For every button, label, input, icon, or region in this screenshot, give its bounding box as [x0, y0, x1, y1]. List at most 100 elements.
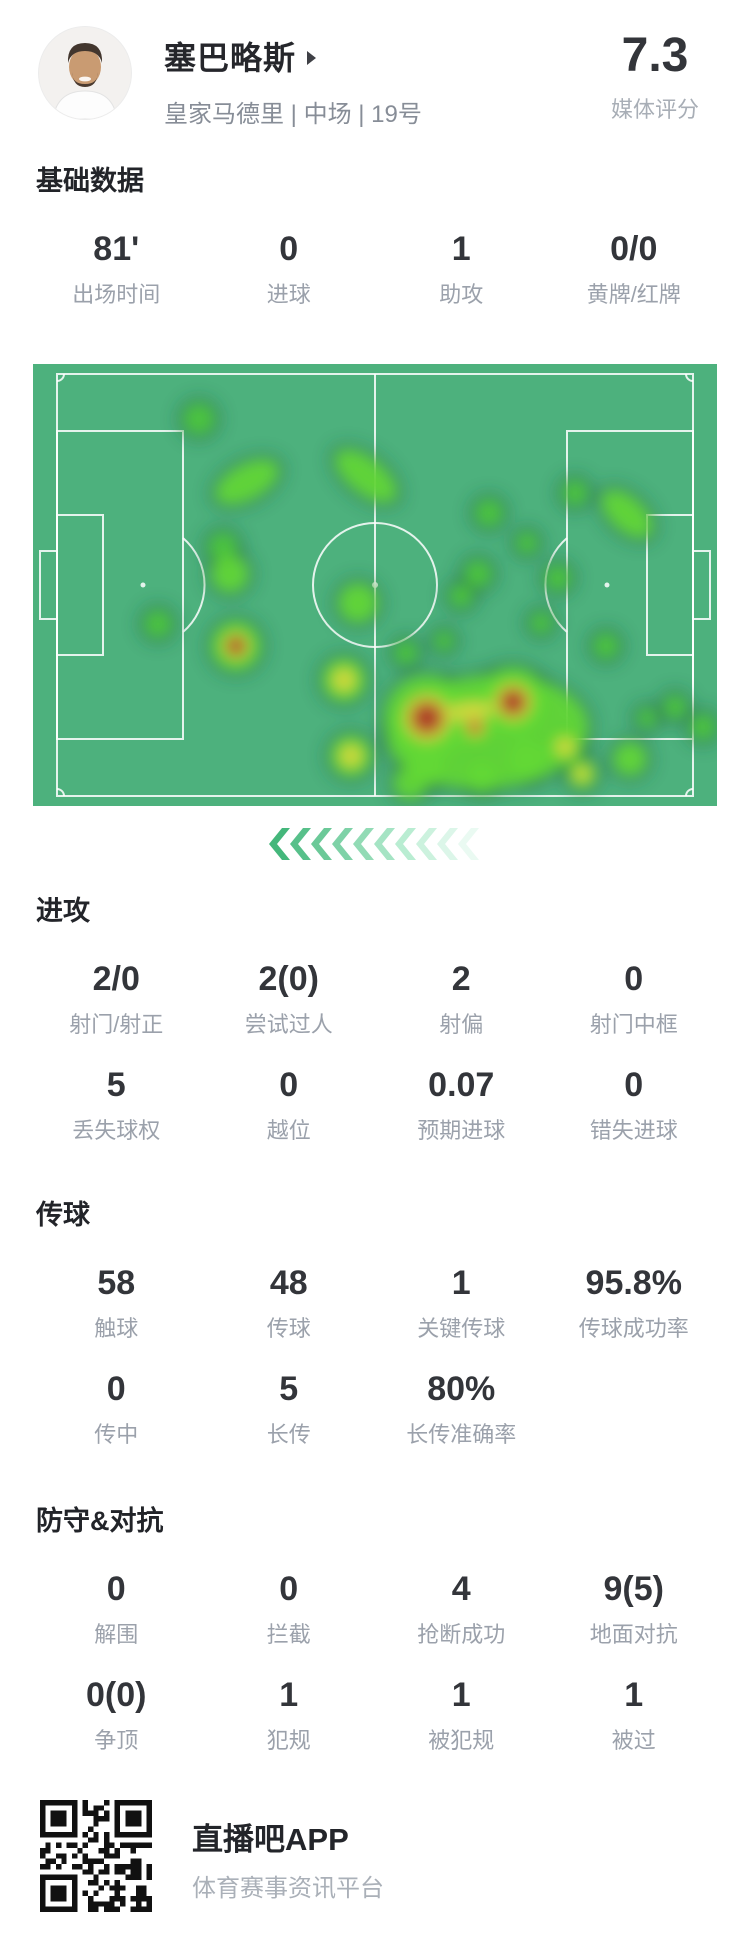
- section-title: 基础数据: [36, 166, 144, 196]
- stat-label: 长传准确率: [406, 1422, 517, 1447]
- stat-value: 0.07: [428, 1066, 495, 1104]
- app-name: 直播吧APP: [192, 1822, 349, 1857]
- stat-value: 58: [97, 1264, 136, 1302]
- stat-label: 助攻: [439, 282, 484, 307]
- stat-value: 0: [279, 1066, 299, 1104]
- stat-row: 2/0 射门/射正 2(0) 尝试过人 2 射偏 0 射门中框: [0, 960, 750, 1038]
- player-meta: 皇家马德里 | 中场 | 19号: [164, 101, 422, 128]
- stat-value: 0: [624, 960, 644, 998]
- stat-cell: 48 传球: [203, 1264, 376, 1342]
- media-rating: 7.3 媒体评分: [588, 30, 722, 124]
- stat-cell: 95.8% 传球成功率: [548, 1264, 721, 1342]
- stat-label: 地面对抗: [589, 1622, 678, 1647]
- section-title: 传球: [36, 1200, 90, 1230]
- stat-label: 被犯规: [428, 1728, 495, 1753]
- stat-value: 2(0): [258, 960, 319, 998]
- qr-code: [40, 1800, 152, 1912]
- stat-label: 错失进球: [589, 1118, 678, 1143]
- stat-cell: 80% 长传准确率: [375, 1370, 548, 1448]
- stat-label: 射门中框: [589, 1012, 678, 1037]
- stat-value: 1: [279, 1676, 299, 1714]
- section-title: 进攻: [36, 896, 90, 926]
- stat-row: 5 丢失球权 0 越位 0.07 预期进球 0 错失进球: [0, 1066, 750, 1144]
- stat-cell: 1 被过: [548, 1676, 721, 1754]
- stat-label: 尝试过人: [244, 1012, 333, 1037]
- stat-cell: 81' 出场时间: [30, 230, 203, 308]
- stat-value: 2/0: [92, 960, 140, 998]
- stat-cell: 2/0 射门/射正: [30, 960, 203, 1038]
- stat-cell: 4 抢断成功: [375, 1570, 548, 1648]
- stat-value: 9(5): [603, 1570, 664, 1608]
- stat-cell: 1 被犯规: [375, 1676, 548, 1754]
- stat-label: 传球成功率: [578, 1316, 689, 1341]
- player-header: 塞巴略斯 皇家马德里 | 中场 | 19号 7.3 媒体评分: [0, 0, 750, 150]
- player-detail-arrow-icon: [307, 51, 317, 65]
- stat-row: 0 解围 0 拦截 4 抢断成功 9(5) 地面对抗: [0, 1570, 750, 1648]
- stat-value: 5: [106, 1066, 126, 1104]
- stat-cell: 0 越位: [203, 1066, 376, 1144]
- stat-label: 预期进球: [417, 1118, 506, 1143]
- stat-cell: 0(0) 争顶: [30, 1676, 203, 1754]
- left-chevrons-icon: [269, 828, 479, 860]
- stat-label: 射偏: [439, 1012, 484, 1037]
- stat-label: 被过: [611, 1728, 656, 1753]
- stat-value: 1: [451, 230, 471, 268]
- stat-label: 长传: [266, 1422, 311, 1447]
- stat-label: 黄牌/红牌: [586, 282, 681, 307]
- stat-value: 5: [279, 1370, 299, 1408]
- player-avatar: [38, 26, 132, 120]
- stat-sections-slot: 进攻 2/0 射门/射正 2(0) 尝试过人 2 射偏 0 射门中框 5 丢失球权 0 越位 0.07 预期…: [0, 894, 750, 1754]
- stat-label: 越位: [266, 1118, 311, 1143]
- stat-value: 48: [269, 1264, 308, 1302]
- stat-value: 0: [106, 1570, 126, 1608]
- stat-cell: 5 丢失球权: [30, 1066, 203, 1144]
- stat-value: 0(0): [86, 1676, 147, 1714]
- app-footer: 直播吧APP 体育赛事资讯平台: [0, 1800, 750, 1922]
- stat-value: 0/0: [610, 230, 658, 268]
- stat-cell: 0 拦截: [203, 1570, 376, 1648]
- rating-value: 7.3: [621, 29, 689, 82]
- stat-label: 解围: [94, 1622, 139, 1647]
- stat-section: 传球 58 触球 48 传球 1 关键传球 95.8% 传球成功率 0 传中 5 长传 80% 长传准确率: [0, 1198, 750, 1448]
- stat-label: 争顶: [94, 1728, 139, 1753]
- stat-section: 进攻 2/0 射门/射正 2(0) 尝试过人 2 射偏 0 射门中框 5 丢失球权 0 越位 0.07 预期…: [0, 894, 750, 1144]
- stat-row: 81' 出场时间 0 进球 1 助攻 0/0 黄牌/红牌: [0, 230, 750, 308]
- stat-section: 防守&对抗 0 解围 0 拦截 4 抢断成功 9(5) 地面对抗 0(0) 争顶 1 犯规 1 被犯规 1 被过: [0, 1504, 750, 1754]
- stat-cell: 2(0) 尝试过人: [203, 960, 376, 1038]
- stat-cell-empty: [548, 1370, 721, 1448]
- stat-row: 58 触球 48 传球 1 关键传球 95.8% 传球成功率: [0, 1264, 750, 1342]
- stat-value: 81': [93, 230, 140, 268]
- stat-value: 2: [451, 960, 471, 998]
- player-name-row[interactable]: 塞巴略斯: [164, 40, 317, 76]
- stat-value: 1: [451, 1676, 471, 1714]
- stat-value: 0: [106, 1370, 126, 1408]
- stat-label: 出场时间: [72, 282, 161, 307]
- stat-cell: 0 进球: [203, 230, 376, 308]
- player-name: 塞巴略斯: [164, 40, 297, 76]
- stat-label: 触球: [94, 1316, 139, 1341]
- section-title: 防守&对抗: [36, 1506, 164, 1536]
- stat-label: 关键传球: [417, 1316, 506, 1341]
- player-photo: [39, 27, 131, 119]
- stat-label: 传球: [266, 1316, 311, 1341]
- stat-value: 0: [279, 230, 299, 268]
- stat-value: 1: [624, 1676, 644, 1714]
- stat-cell: 0 解围: [30, 1570, 203, 1648]
- stat-section: 基础数据 81' 出场时间 0 进球 1 助攻 0/0 黄牌/红牌: [0, 164, 750, 308]
- stat-value: 0: [279, 1570, 299, 1608]
- momentum-arrows: [269, 828, 481, 860]
- stat-cell: 1 犯规: [203, 1676, 376, 1754]
- stat-value: 0: [624, 1066, 644, 1104]
- stat-label: 进球: [266, 282, 311, 307]
- stat-value: 80%: [427, 1370, 496, 1408]
- heatmap-pitch: [33, 364, 717, 806]
- stat-label: 抢断成功: [417, 1622, 506, 1647]
- stat-label: 丢失球权: [72, 1118, 161, 1143]
- rating-label: 媒体评分: [610, 97, 699, 122]
- app-description: 体育赛事资讯平台: [192, 1875, 384, 1902]
- stat-cell: 2 射偏: [375, 960, 548, 1038]
- heatmap-layer: [136, 395, 717, 806]
- stat-cell: 1 关键传球: [375, 1264, 548, 1342]
- stat-row: 0(0) 争顶 1 犯规 1 被犯规 1 被过: [0, 1676, 750, 1754]
